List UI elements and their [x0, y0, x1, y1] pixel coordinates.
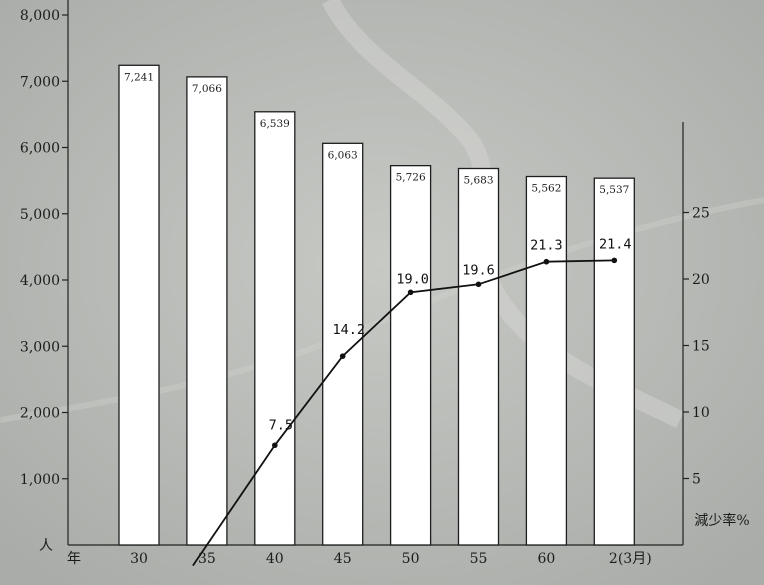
bar-2(3月) [593, 177, 635, 546]
x-axis-tick-label: 40 [266, 551, 284, 567]
bar-value-label: 7,066 [192, 83, 222, 95]
labels-layer: 1,000 2,000 3,000 4,000 5,000 6,000 7,000 8,000… [20, 8, 750, 567]
x-axis-tick-label: 2(3月) [609, 551, 652, 567]
right-axis-tick-label: 5 [692, 472, 701, 488]
line-point-60 [543, 258, 550, 265]
x-axis-unit-label: 年 [67, 551, 81, 567]
left-axis-unit-label: 人 [39, 538, 53, 554]
x-axis-tick-label: 45 [334, 551, 352, 567]
left-axis-tick-label: 3,000 [20, 339, 60, 355]
left-axis-tick-label: 7,000 [20, 74, 60, 90]
x-axis-tick-label: 60 [537, 551, 555, 567]
axes-layer [62, 0, 689, 546]
line-value-label: 19.6 [462, 262, 495, 278]
line-value-label: 14.2 [332, 322, 365, 338]
bar-60 [525, 175, 568, 546]
line-value-label: 21.4 [599, 236, 632, 252]
line-value-label: 7.5 [269, 417, 293, 433]
bar-value-label: 5,683 [463, 175, 493, 187]
left-axis-tick-label: 2,000 [20, 406, 60, 422]
line-point-55 [475, 281, 482, 288]
bar-40 [254, 111, 296, 546]
line-layer [192, 257, 618, 567]
bar-50 [389, 165, 432, 546]
line-point-2(3月) [611, 257, 618, 264]
right-axis-tick-label: 20 [692, 272, 710, 288]
left-axis-tick-label: 8,000 [20, 8, 60, 24]
line-point-45 [339, 353, 346, 359]
left-axis-tick-label: 6,000 [20, 141, 60, 157]
bar-value-label: 5,537 [599, 184, 629, 196]
right-axis-title: 減少率% [694, 512, 749, 529]
left-axis-tick-label: 4,000 [20, 273, 60, 289]
bar-30 [118, 64, 160, 546]
right-axis-tick-label: 25 [692, 206, 710, 222]
reduction-rate-line [192, 259, 615, 567]
bar-value-label: 6,539 [260, 118, 290, 130]
right-axis-tick-label: 15 [692, 339, 710, 355]
left-axis-tick-label: 5,000 [20, 207, 60, 223]
bar-value-label: 7,241 [124, 71, 154, 83]
left-axis-tick-label: 1,000 [20, 472, 60, 488]
x-axis-tick-label: 50 [402, 551, 420, 567]
right-axis-tick-label: 10 [692, 405, 710, 421]
bar-value-label: 5,562 [531, 183, 561, 195]
bar-35 [186, 76, 228, 546]
x-axis-tick-label: 55 [470, 551, 488, 567]
bar-value-label: 5,726 [396, 172, 426, 184]
line-value-label: 21.3 [530, 238, 563, 254]
line-value-label: 19.0 [396, 271, 429, 287]
x-axis-tick-label: 30 [130, 551, 148, 567]
line-point-40 [272, 442, 278, 449]
line-point-50 [407, 289, 414, 296]
bar-55 [457, 167, 500, 546]
bars-layer [118, 64, 635, 546]
bar-value-label: 6,063 [328, 149, 358, 161]
x-axis-tick-label: 35 [198, 551, 216, 567]
